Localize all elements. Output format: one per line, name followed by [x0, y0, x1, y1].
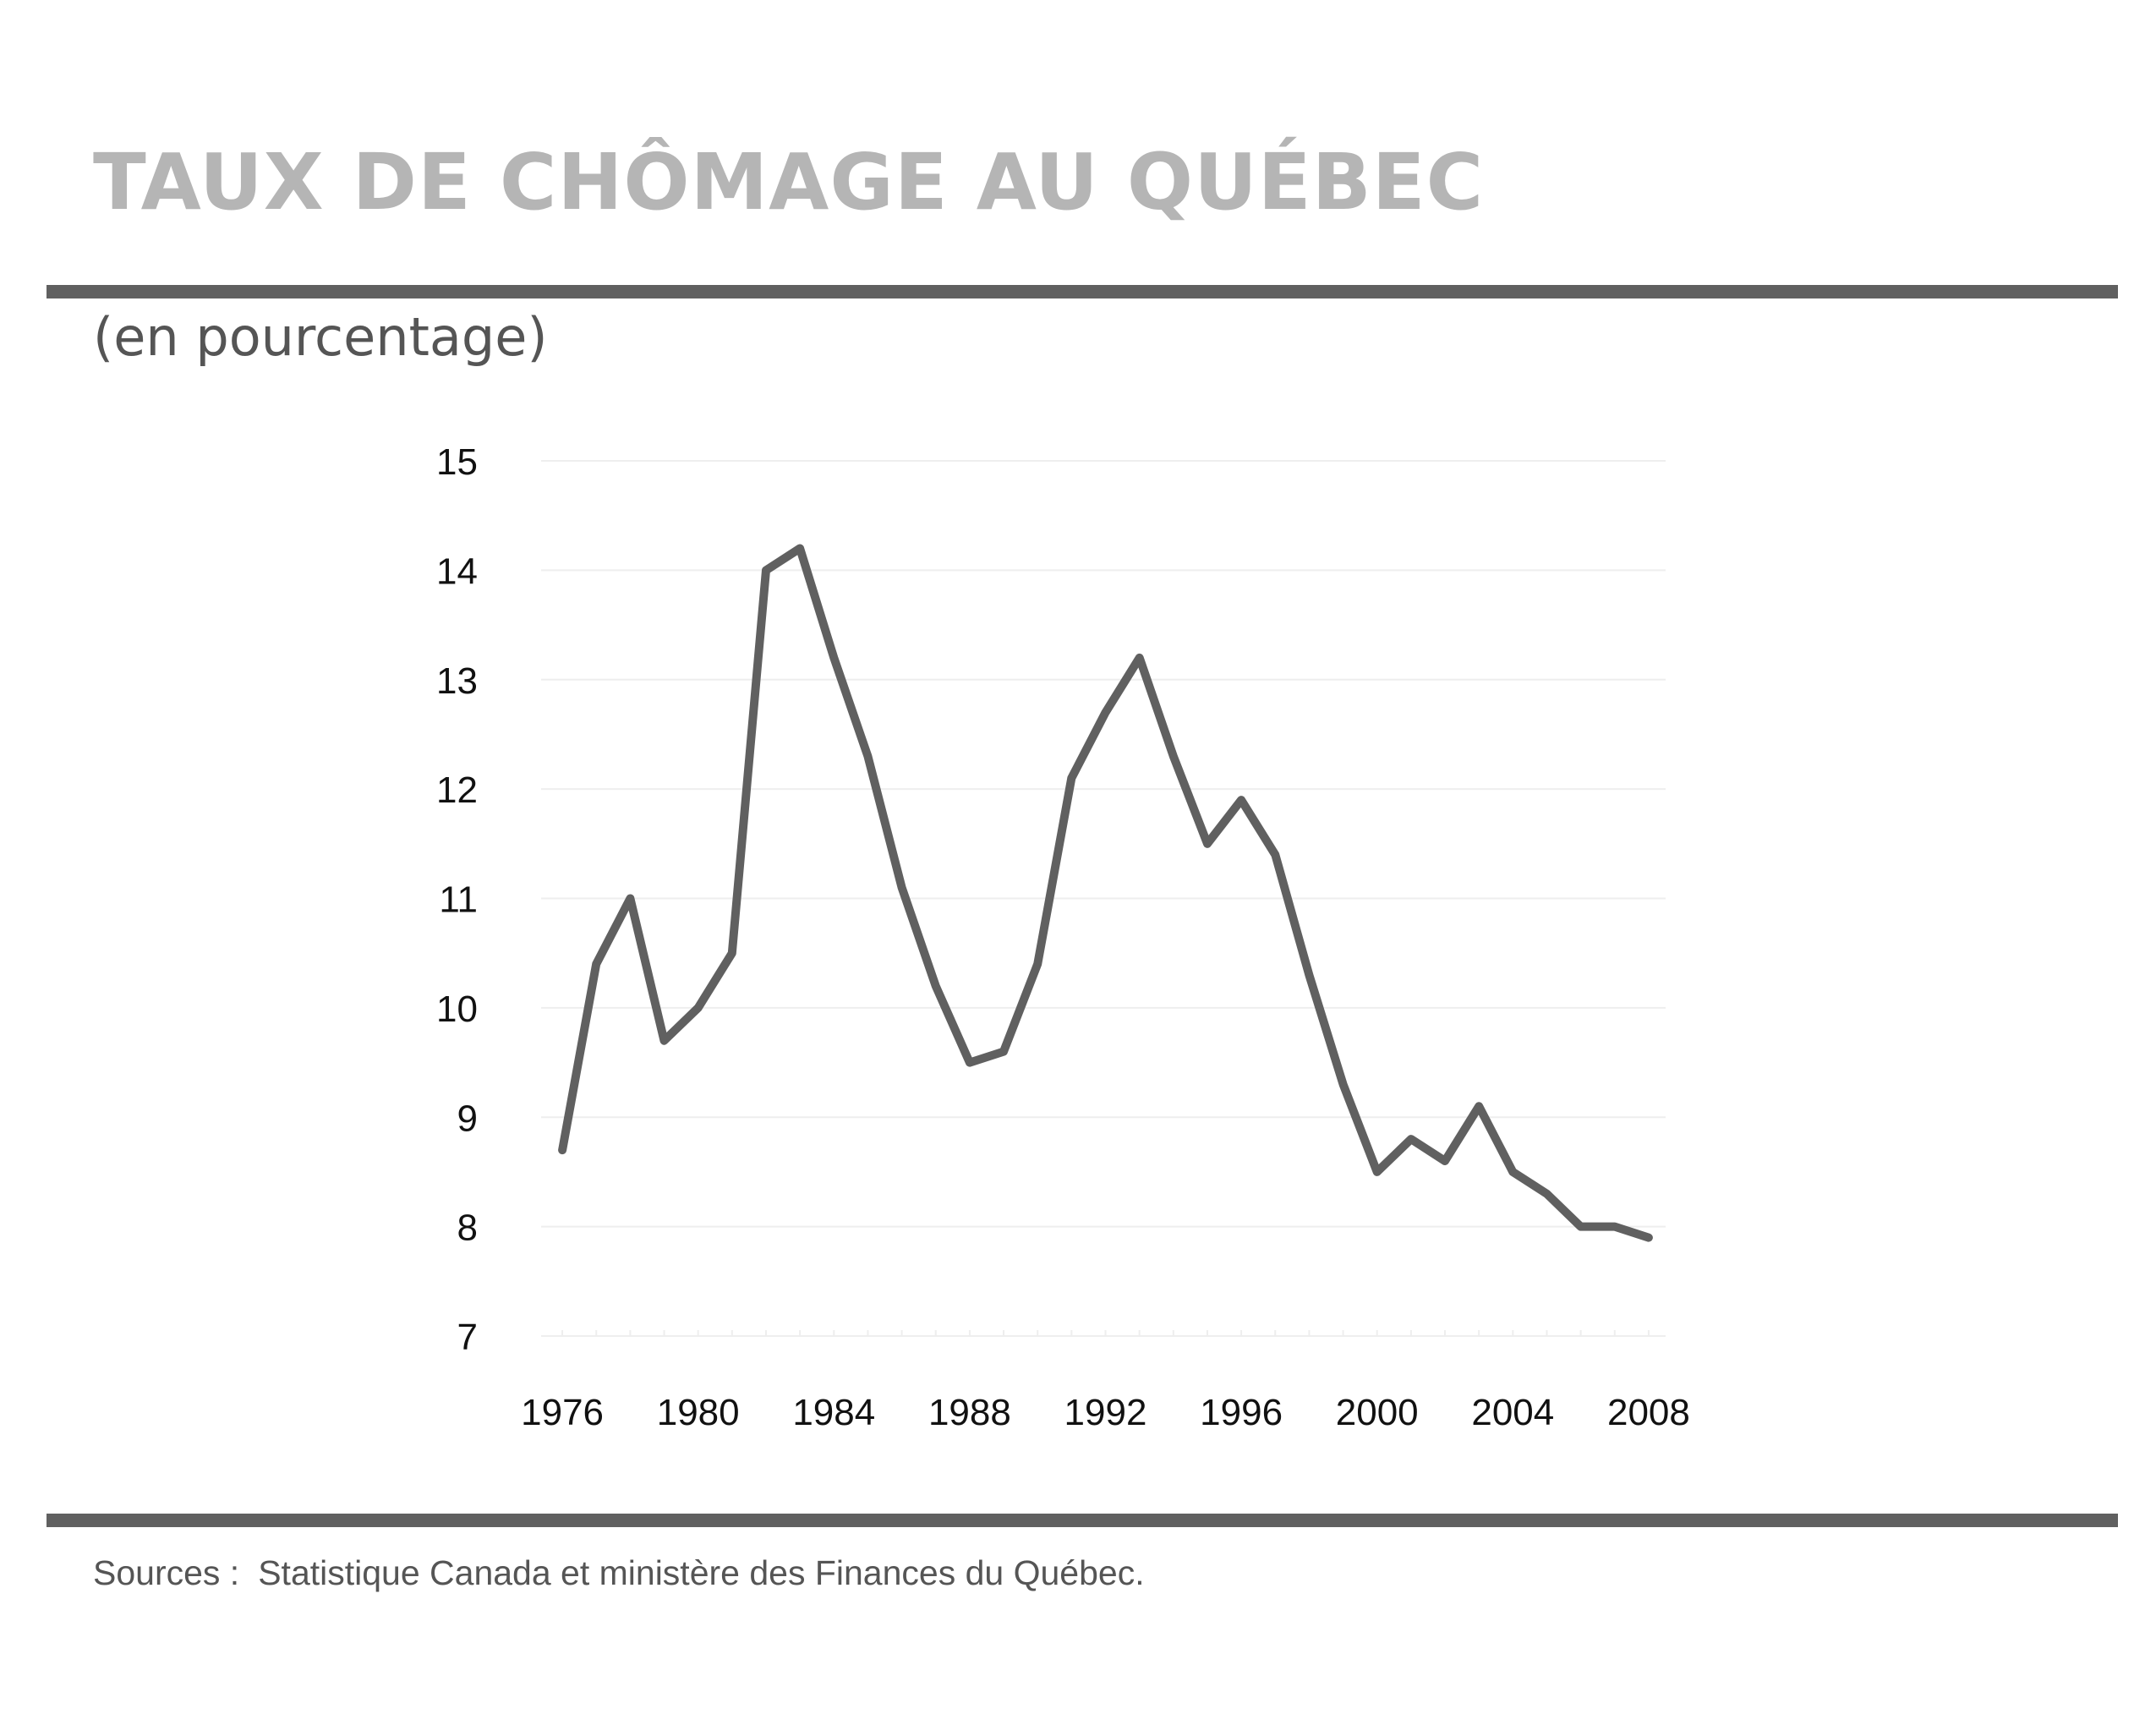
x-tick-label: 1980 [657, 1392, 740, 1433]
source-label: Sources : [93, 1553, 240, 1592]
y-tick-labels: 7 8 9 10 11 12 13 14 15 [436, 441, 478, 1358]
y-tick-label: 14 [436, 550, 478, 592]
y-tick-label: 10 [436, 988, 478, 1030]
series-line [558, 544, 1653, 1242]
x-tick-label: 1996 [1200, 1392, 1283, 1433]
y-tick-label: 15 [436, 441, 478, 483]
y-tick-label: 11 [439, 879, 478, 921]
x-tick-label: 1992 [1064, 1392, 1147, 1433]
source-note: Sources : Statistique Canada et ministère… [93, 1556, 1145, 1591]
grid-lines [541, 460, 1666, 1228]
x-tick-label: 1988 [928, 1392, 1011, 1433]
y-tick-label: 9 [457, 1098, 478, 1139]
x-tick-label: 2000 [1336, 1392, 1419, 1433]
top-divider [47, 285, 2118, 298]
x-tick-label: 2004 [1471, 1392, 1554, 1433]
x-tick-labels: 1976 1980 1984 1988 1992 1996 2000 2004 2008 [521, 1392, 1690, 1433]
chart-title: TAUX DE CHÔMAGE AU QUÉBEC [93, 137, 1485, 227]
y-tick-label: 8 [457, 1208, 478, 1249]
x-tick-label: 1976 [521, 1392, 604, 1433]
bottom-divider [47, 1514, 2118, 1527]
chart-subtitle: (en pourcentage) [93, 306, 548, 368]
source-text: Statistique Canada et ministère des Fina… [258, 1553, 1145, 1592]
y-tick-label: 12 [436, 769, 478, 811]
x-tick-label: 2008 [1607, 1392, 1690, 1433]
series-layer [558, 544, 1653, 1242]
x-tick-label: 1984 [792, 1392, 875, 1433]
y-tick-label: 13 [436, 660, 478, 702]
x-axis [541, 1330, 1666, 1337]
y-tick-label: 7 [457, 1317, 478, 1358]
